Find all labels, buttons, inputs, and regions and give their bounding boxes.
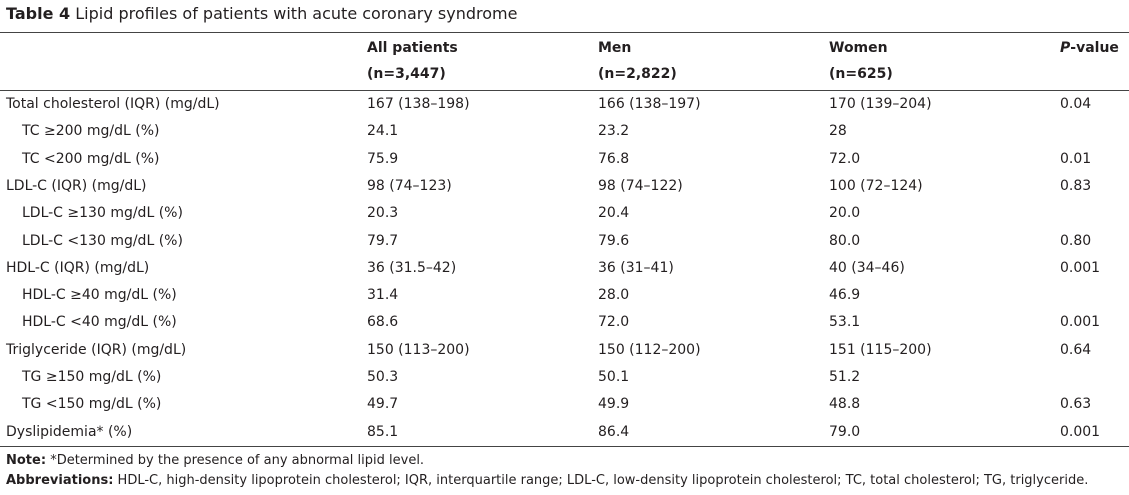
cell: 76.8	[598, 150, 630, 167]
cell: 75.9	[367, 150, 399, 167]
title-label: Table 4	[6, 4, 71, 23]
p-value: 0.001	[1060, 259, 1101, 276]
cell: 48.8	[829, 396, 861, 413]
cell: 51.2	[829, 369, 861, 385]
cell: 151 (115–200)	[829, 341, 932, 358]
cell: 166 (138–197)	[598, 96, 701, 112]
rule	[0, 32, 1129, 33]
cell: 28	[829, 123, 847, 140]
table-title: Table 4 Lipid profiles of patients with …	[6, 5, 517, 23]
abbreviations: Abbreviations: HDL-C, high-density lipop…	[6, 472, 1088, 490]
cell: 36 (31–41)	[598, 259, 674, 276]
column-header: Men	[598, 40, 632, 56]
column-n: (n=2,822)	[598, 66, 677, 82]
p-value: 0.001	[1060, 314, 1101, 331]
cell: 50.3	[367, 369, 399, 385]
cell: 98 (74–123)	[367, 177, 452, 194]
row-label: LDL-C <130 mg/dL (%)	[22, 232, 183, 249]
row-label: HDL-C ≥40 mg/dL (%)	[22, 287, 177, 304]
rule	[0, 446, 1129, 447]
cell: 40 (34–46)	[829, 259, 905, 276]
row-label: TG <150 mg/dL (%)	[22, 396, 162, 413]
p-value: 0.001	[1060, 423, 1101, 440]
p-value: 0.83	[1060, 177, 1092, 194]
note-text: *Determined by the presence of any abnor…	[50, 453, 425, 468]
cell: 49.9	[598, 396, 630, 413]
cell: 49.7	[367, 396, 399, 413]
cell: 24.1	[367, 123, 399, 140]
column-header: All patients	[367, 40, 458, 56]
p-value: 0.01	[1060, 150, 1092, 167]
row-label: TC <200 mg/dL (%)	[22, 150, 160, 167]
cell: 36 (31.5–42)	[367, 259, 457, 276]
row-label: HDL-C (IQR) (mg/dL)	[6, 259, 150, 276]
cell: 79.7	[367, 232, 399, 249]
cell: 20.4	[598, 205, 630, 222]
row-label: LDL-C ≥130 mg/dL (%)	[22, 205, 183, 222]
note: Note: *Determined by the presence of any…	[6, 452, 424, 470]
note-label: Note:	[6, 453, 47, 468]
p-header: P-value	[1060, 39, 1119, 57]
cell: 80.0	[829, 232, 861, 249]
cell: 86.4	[598, 423, 630, 440]
cell: 85.1	[367, 423, 399, 440]
p-rest: -value	[1070, 40, 1119, 56]
cell: 100 (72–124)	[829, 177, 923, 194]
column-n: (n=625)	[829, 66, 893, 82]
row-label: LDL-C (IQR) (mg/dL)	[6, 177, 147, 194]
rule	[0, 90, 1129, 91]
p-value: 0.04	[1060, 96, 1092, 112]
row-label: TC ≥200 mg/dL (%)	[22, 123, 160, 140]
row-label: TG ≥150 mg/dL (%)	[22, 369, 162, 385]
row-label: Dyslipidemia* (%)	[6, 423, 133, 440]
cell: 28.0	[598, 287, 630, 304]
row-label: HDL-C <40 mg/dL (%)	[22, 314, 177, 331]
abbr-text: HDL-C, high-density lipoprotein choleste…	[117, 473, 1089, 488]
cell: 150 (113–200)	[367, 341, 470, 358]
abbr-label: Abbreviations:	[6, 473, 114, 488]
cell: 170 (139–204)	[829, 96, 932, 112]
cell: 79.0	[829, 423, 861, 440]
cell: 98 (74–122)	[598, 177, 683, 194]
p-value: 0.80	[1060, 232, 1092, 249]
row-label: Total cholesterol (IQR) (mg/dL)	[6, 96, 220, 112]
p-italic: P	[1060, 40, 1071, 56]
row-label: Triglyceride (IQR) (mg/dL)	[6, 341, 187, 358]
column-n: (n=3,447)	[367, 66, 446, 82]
title-text: Lipid profiles of patients with acute co…	[75, 4, 518, 23]
cell: 50.1	[598, 369, 630, 385]
p-value: 0.64	[1060, 341, 1092, 358]
cell: 53.1	[829, 314, 861, 331]
cell: 79.6	[598, 232, 630, 249]
cell: 72.0	[598, 314, 630, 331]
cell: 31.4	[367, 287, 399, 304]
p-value: 0.63	[1060, 396, 1092, 413]
column-header: Women	[829, 40, 888, 56]
cell: 23.2	[598, 123, 630, 140]
cell: 20.0	[829, 205, 861, 222]
cell: 72.0	[829, 150, 861, 167]
cell: 46.9	[829, 287, 861, 304]
cell: 167 (138–198)	[367, 96, 470, 112]
cell: 68.6	[367, 314, 399, 331]
cell: 150 (112–200)	[598, 341, 701, 358]
cell: 20.3	[367, 205, 399, 222]
